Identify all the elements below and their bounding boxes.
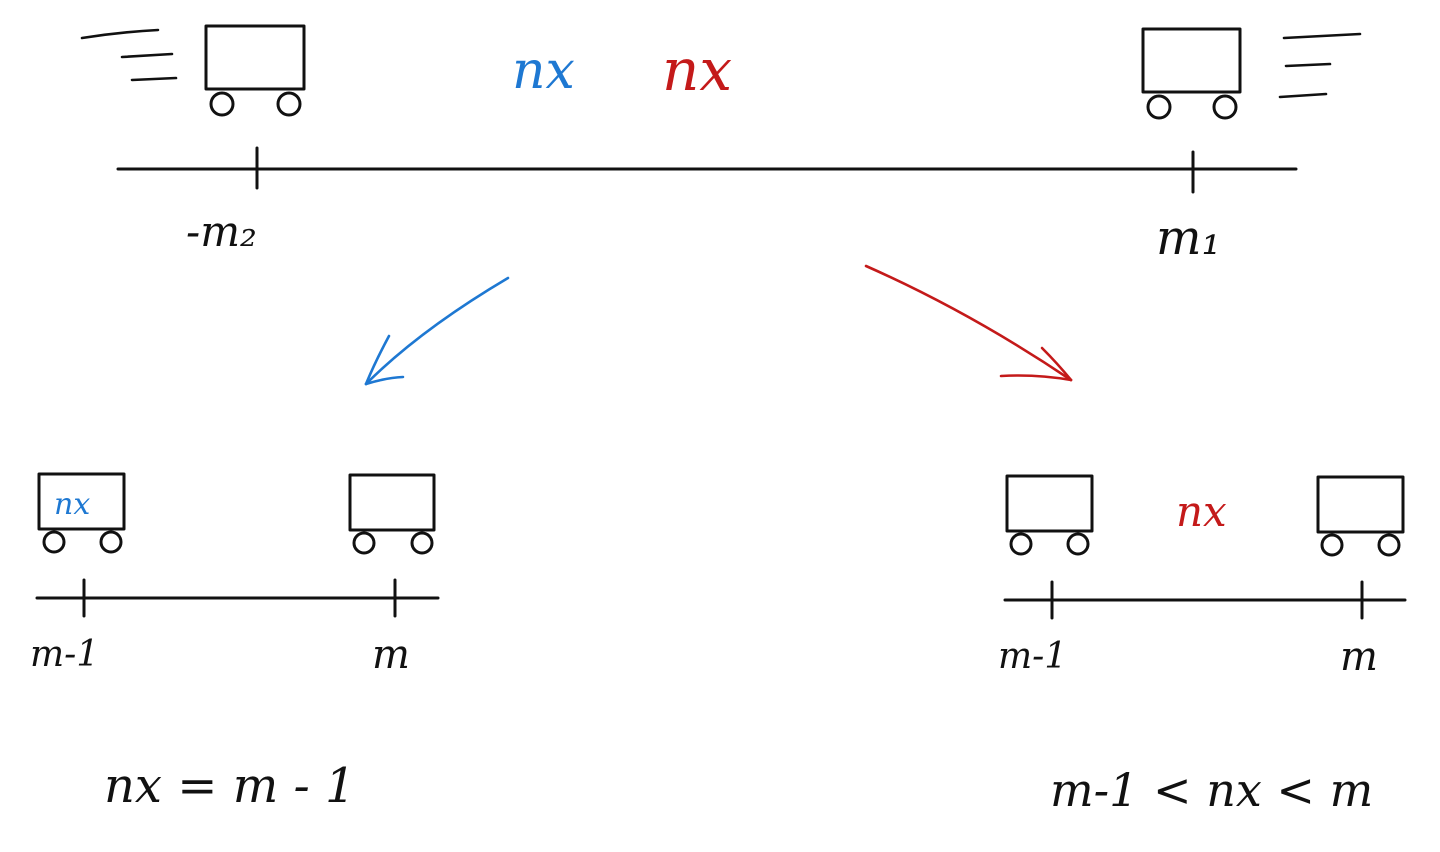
right-panel-cart-left	[1005, 474, 1094, 556]
left-panel-tick-label-right: m	[372, 632, 410, 678]
blue-arrow	[364, 276, 510, 386]
top-label-red: nx	[662, 36, 732, 104]
right-panel-number-line	[1003, 580, 1407, 620]
left-panel-equation: nx = m - 1	[104, 758, 356, 814]
red-arrow	[864, 264, 1073, 382]
left-panel-tick-label-left: m-1	[30, 634, 99, 675]
right-panel-between-label: nx	[1176, 487, 1227, 536]
right-panel-tick-label-left: m-1	[998, 636, 1067, 677]
top-tick-label-right: m₁	[1156, 210, 1221, 266]
left-panel-cart-left	[37, 472, 126, 554]
top-left-speed-lines	[80, 28, 178, 82]
top-right-speed-lines	[1278, 32, 1362, 99]
top-tick-label-left: -m₂	[186, 207, 257, 256]
top-number-line	[116, 146, 1298, 194]
top-left-cart	[204, 24, 306, 117]
top-label-blue: nx	[512, 41, 575, 101]
top-right-cart	[1141, 27, 1242, 120]
right-panel-tick-label-right: m	[1340, 634, 1378, 680]
right-panel-equation: m-1 < nx < m	[1050, 763, 1373, 817]
left-panel-number-line	[35, 578, 440, 618]
right-panel-cart-right	[1316, 475, 1405, 557]
left-panel-cart-label: nx	[54, 487, 90, 522]
left-panel-cart-right	[348, 473, 436, 555]
